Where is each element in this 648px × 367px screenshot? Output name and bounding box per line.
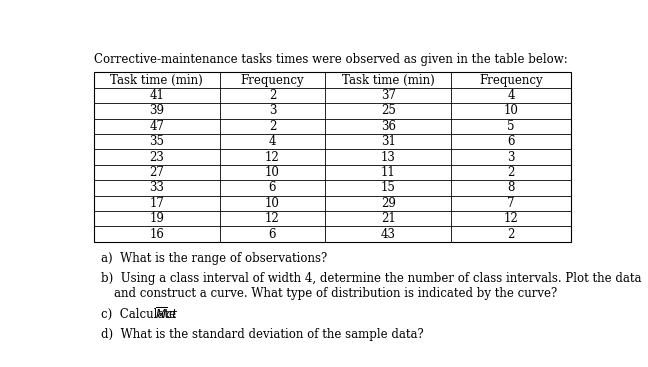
Text: 6: 6: [269, 181, 276, 195]
Text: 10: 10: [265, 197, 280, 210]
Text: d)  What is the standard deviation of the sample data?: d) What is the standard deviation of the…: [101, 328, 424, 341]
Text: 3: 3: [269, 104, 276, 117]
Text: 12: 12: [265, 212, 280, 225]
Text: a)  What is the range of observations?: a) What is the range of observations?: [101, 252, 327, 265]
Text: 4: 4: [269, 135, 276, 148]
Text: 11: 11: [381, 166, 395, 179]
Text: 10: 10: [503, 104, 518, 117]
Text: and construct a curve. What type of distribution is indicated by the curve?: and construct a curve. What type of dist…: [113, 287, 557, 300]
Text: 13: 13: [381, 150, 395, 164]
Text: 6: 6: [269, 228, 276, 241]
Text: 17: 17: [149, 197, 164, 210]
Text: 19: 19: [149, 212, 164, 225]
Text: 36: 36: [380, 120, 396, 133]
Text: 29: 29: [381, 197, 395, 210]
Text: 8: 8: [507, 181, 515, 195]
Text: 21: 21: [381, 212, 395, 225]
Text: 33: 33: [149, 181, 165, 195]
Text: 23: 23: [149, 150, 164, 164]
Text: 27: 27: [149, 166, 164, 179]
Bar: [93, 72, 571, 242]
Text: 43: 43: [380, 228, 396, 241]
Text: 3: 3: [507, 150, 515, 164]
Text: 2: 2: [269, 89, 276, 102]
Text: 47: 47: [149, 120, 165, 133]
Text: 16: 16: [149, 228, 164, 241]
Text: Frequency: Frequency: [480, 73, 543, 87]
Text: Corrective-maintenance tasks times were observed as given in the table below:: Corrective-maintenance tasks times were …: [93, 52, 567, 66]
Text: 2: 2: [507, 228, 515, 241]
Text: 37: 37: [380, 89, 396, 102]
Text: 7: 7: [507, 197, 515, 210]
Text: 31: 31: [381, 135, 395, 148]
Text: 35: 35: [149, 135, 165, 148]
Text: Frequency: Frequency: [240, 73, 305, 87]
Text: $\overline{M}ct$: $\overline{M}ct$: [156, 306, 179, 322]
Text: 41: 41: [149, 89, 164, 102]
Text: 12: 12: [265, 150, 280, 164]
Text: 12: 12: [503, 212, 518, 225]
Text: Task time (min): Task time (min): [110, 73, 203, 87]
Text: 15: 15: [381, 181, 395, 195]
Text: 5: 5: [507, 120, 515, 133]
Text: 6: 6: [507, 135, 515, 148]
Text: 2: 2: [269, 120, 276, 133]
Text: 25: 25: [381, 104, 395, 117]
Text: 10: 10: [265, 166, 280, 179]
Text: b)  Using a class interval of width 4, determine the number of class intervals. : b) Using a class interval of width 4, de…: [101, 272, 642, 286]
Text: 39: 39: [149, 104, 165, 117]
Text: 2: 2: [507, 166, 515, 179]
Text: c)  Calculate: c) Calculate: [101, 308, 180, 321]
Text: Task time (min): Task time (min): [341, 73, 435, 87]
Text: 4: 4: [507, 89, 515, 102]
